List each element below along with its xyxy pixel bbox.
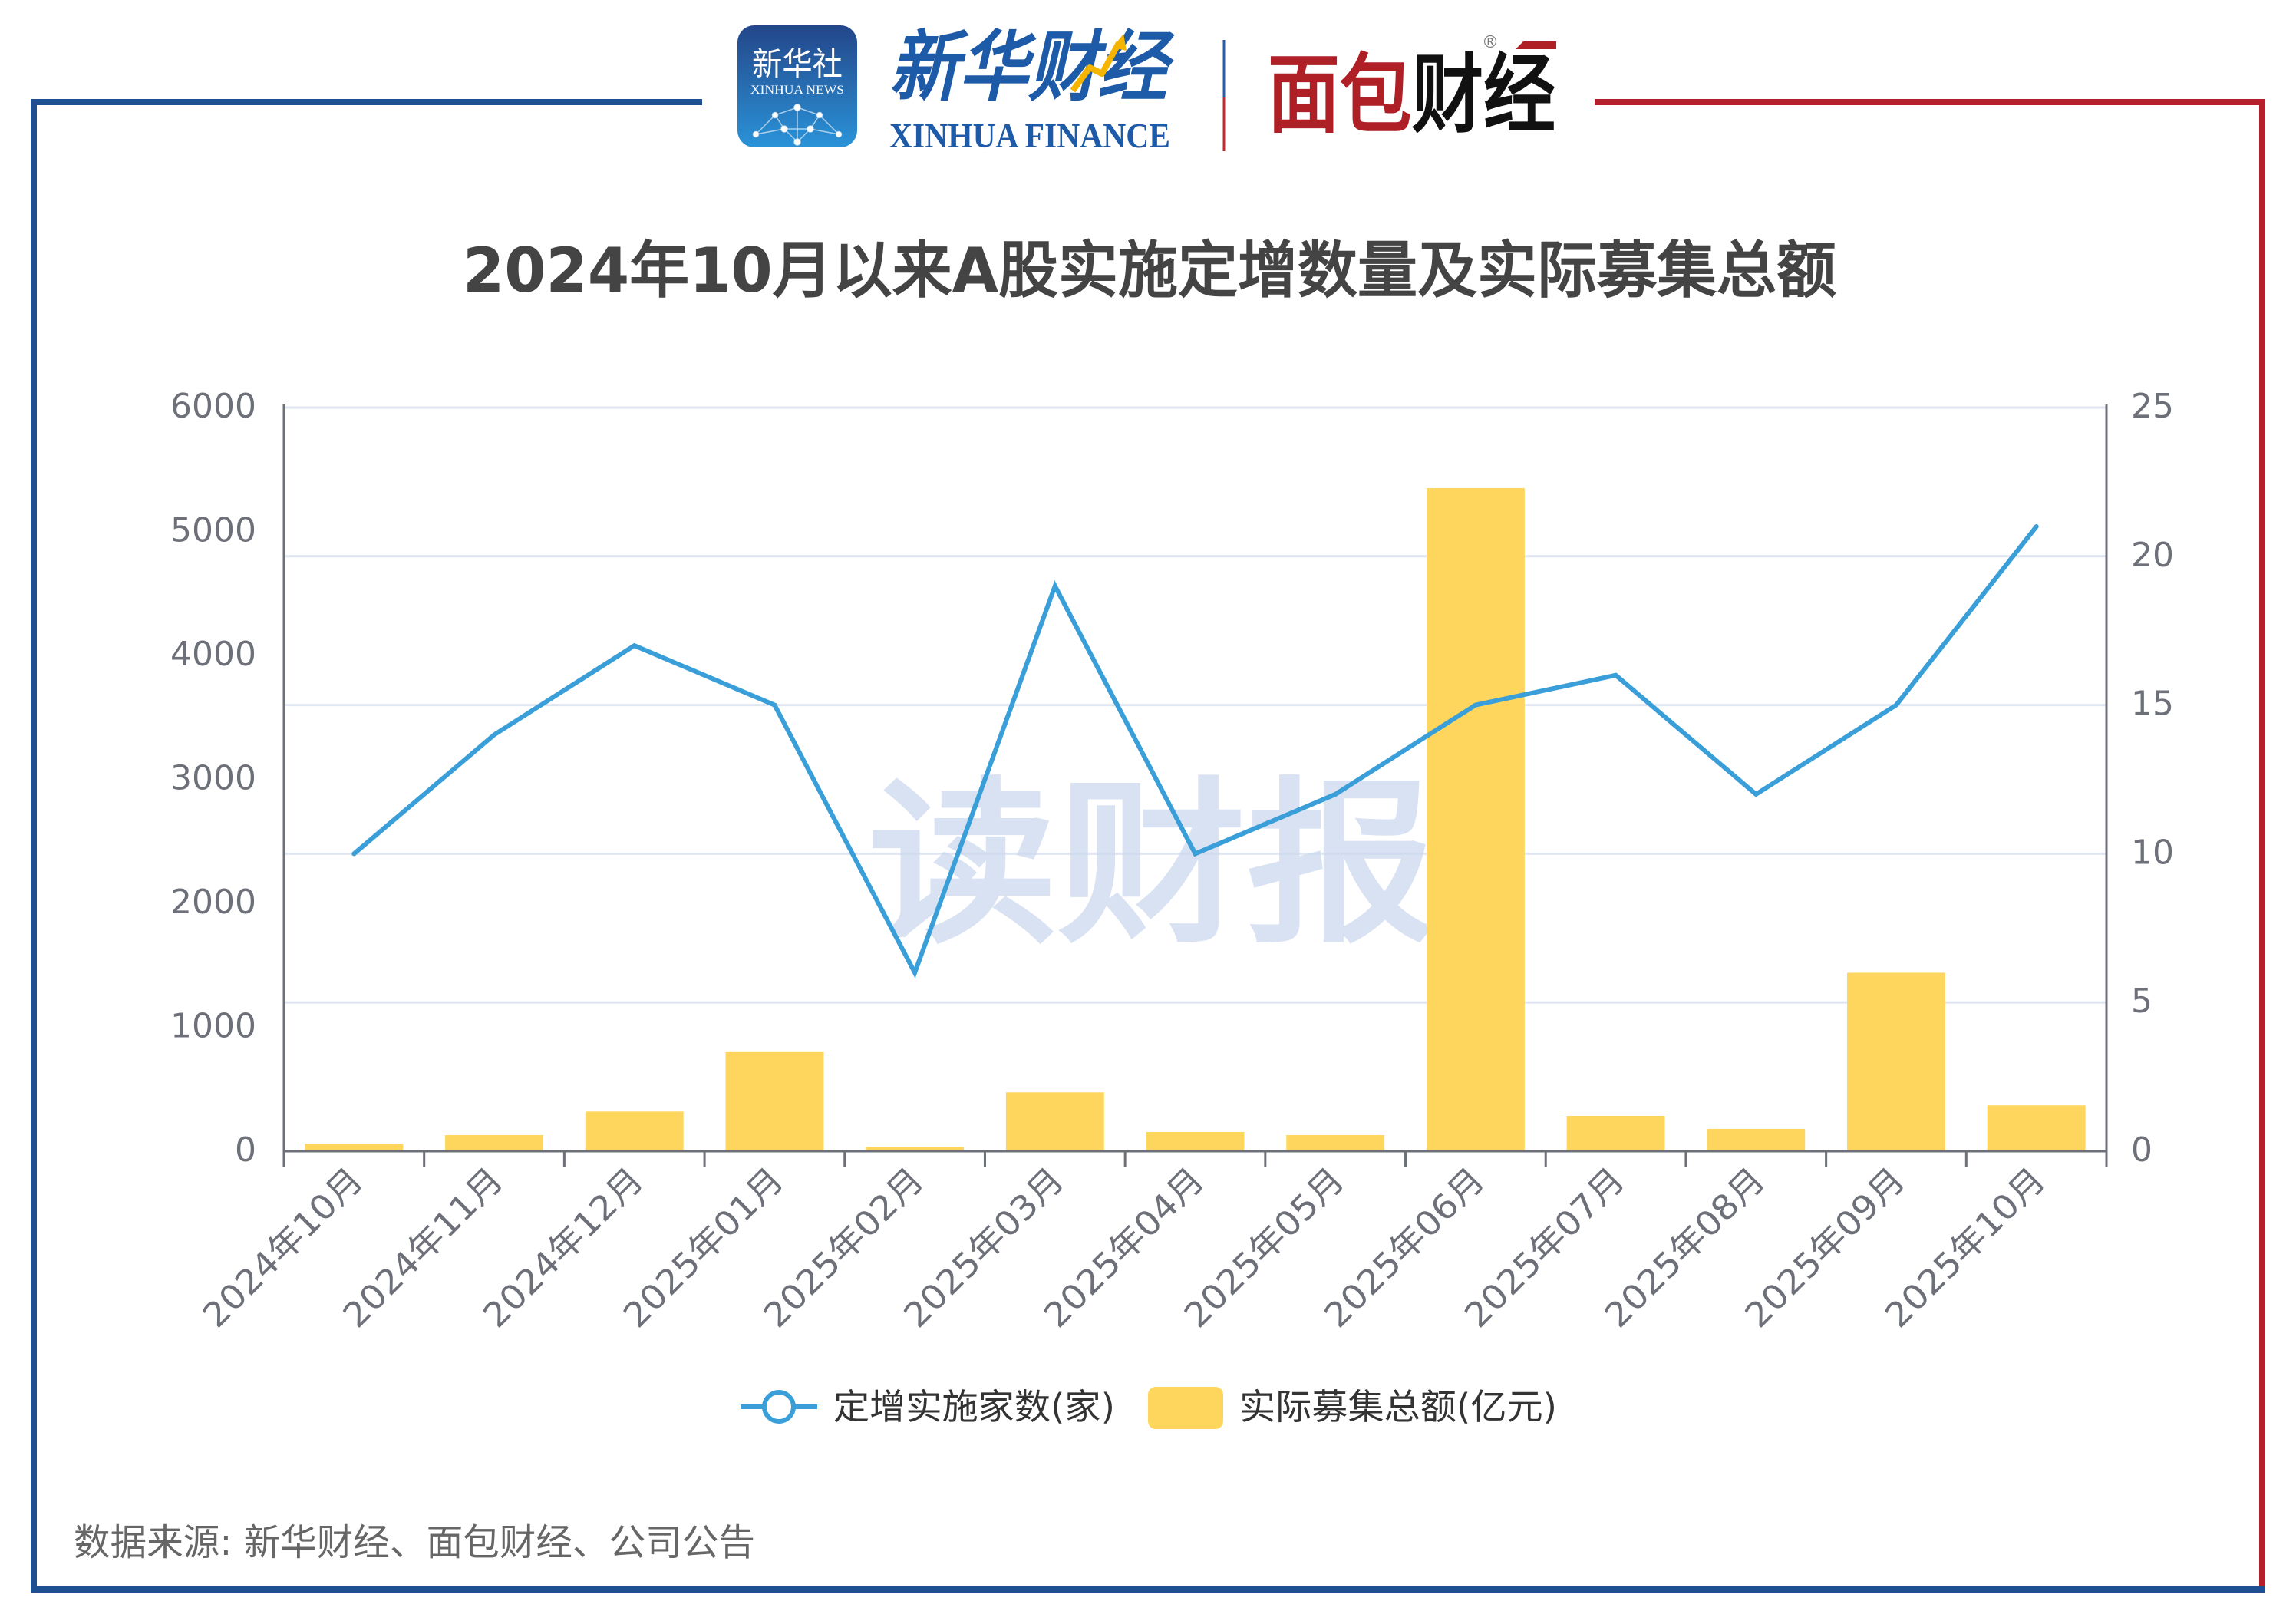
y-left-tick-label: 0 (235, 1131, 256, 1170)
y-left-tick-label: 5000 (170, 511, 256, 550)
y-axis-right-labels: 0 5 10 15 20 25 (2131, 387, 2174, 1170)
legend: 定增实施家数(家) 实际募集总额(亿元) (741, 1386, 1557, 1429)
watermark-text: 读财报 (868, 763, 1436, 968)
legend-label-count: 定增实施家数(家) (833, 1386, 1115, 1428)
xinhua-finance-english-name: XINHUA FINANCE (889, 116, 1170, 155)
axes (282, 404, 2108, 1167)
yellow-arrow-icon (1070, 34, 1127, 93)
y-left-tick-label: 1000 (170, 1007, 256, 1046)
data-source-note: 数据来源: 新华财经、面包财经、公司公告 (74, 1521, 755, 1564)
bar (1426, 487, 1525, 1151)
y-right-tick-label: 0 (2131, 1131, 2152, 1170)
y-right-tick-label: 20 (2131, 536, 2174, 575)
yellow-square-icon (1148, 1387, 1223, 1429)
bar (725, 1051, 824, 1151)
y-left-tick-label: 2000 (170, 883, 256, 922)
logo-accent-stroke (1516, 41, 1556, 49)
bar (1566, 1115, 1665, 1151)
app-icon-background (737, 25, 857, 147)
line-circle-icon (741, 1390, 817, 1424)
mianbao-black-part: 财经 (1412, 45, 1556, 145)
bar (1987, 1105, 2086, 1151)
xinhua-finance-chinese-name: 新华财经 (889, 25, 1175, 111)
count-line (351, 524, 2039, 979)
x-axis-labels: 2024年10月2024年11月2024年12月2025年01月2025年02月… (196, 1160, 2054, 1335)
y-left-tick-label: 4000 (170, 635, 256, 674)
y-axis-left-labels: 0 1000 2000 3000 4000 5000 6000 (170, 387, 256, 1170)
y-left-tick-label: 3000 (170, 759, 256, 798)
header-logos: 新华社 XINHUA NEWS 新华财经 (737, 25, 1556, 155)
legend-item-amount[interactable]: 实际募集总额(亿元) (1148, 1386, 1557, 1429)
legend-label-amount: 实际募集总额(亿元) (1239, 1386, 1557, 1428)
frame-top-left-line (31, 99, 702, 105)
frame-left-border (31, 99, 37, 1593)
bar-series-amount (305, 487, 2086, 1151)
y-right-tick-label: 25 (2131, 387, 2174, 426)
line-series-count (351, 524, 2039, 979)
y-right-tick-label: 5 (2131, 982, 2152, 1021)
bar (1146, 1131, 1245, 1151)
xinhua-news-app-icon: 新华社 XINHUA NEWS (737, 25, 857, 147)
bar (1707, 1128, 1806, 1151)
mianbao-wordmark: 面包财经 (1268, 45, 1555, 145)
bar (866, 1147, 965, 1151)
chart-title: 2024年10月以来A股实施定增数量及实际募集总额 (463, 235, 1836, 306)
mianbao-red-part: 面包 (1268, 45, 1412, 145)
bar (445, 1135, 543, 1151)
y-left-tick-label: 6000 (170, 387, 256, 426)
network-icon (752, 104, 843, 146)
registered-mark: ® (1482, 33, 1499, 52)
legend-item-count[interactable]: 定增实施家数(家) (741, 1386, 1115, 1428)
frame-right-border (2259, 99, 2265, 1586)
bar (305, 1144, 404, 1151)
app-icon-title: 新华社 (752, 45, 843, 83)
y-right-tick-label: 10 (2131, 833, 2174, 872)
xinhua-finance-logo: 新华财经 XINHUA FINANCE (889, 25, 1175, 155)
app-icon-subtitle: XINHUA NEWS (750, 84, 844, 97)
bar (585, 1111, 684, 1151)
bar (1847, 972, 1945, 1151)
mianbao-finance-logo: 面包财经 ® (1268, 33, 1556, 145)
frame-bottom-border (31, 1586, 2265, 1593)
frame-top-right-line (1595, 99, 2265, 105)
bar (1286, 1135, 1385, 1151)
bar (1005, 1092, 1104, 1151)
y-right-tick-label: 15 (2131, 685, 2174, 724)
